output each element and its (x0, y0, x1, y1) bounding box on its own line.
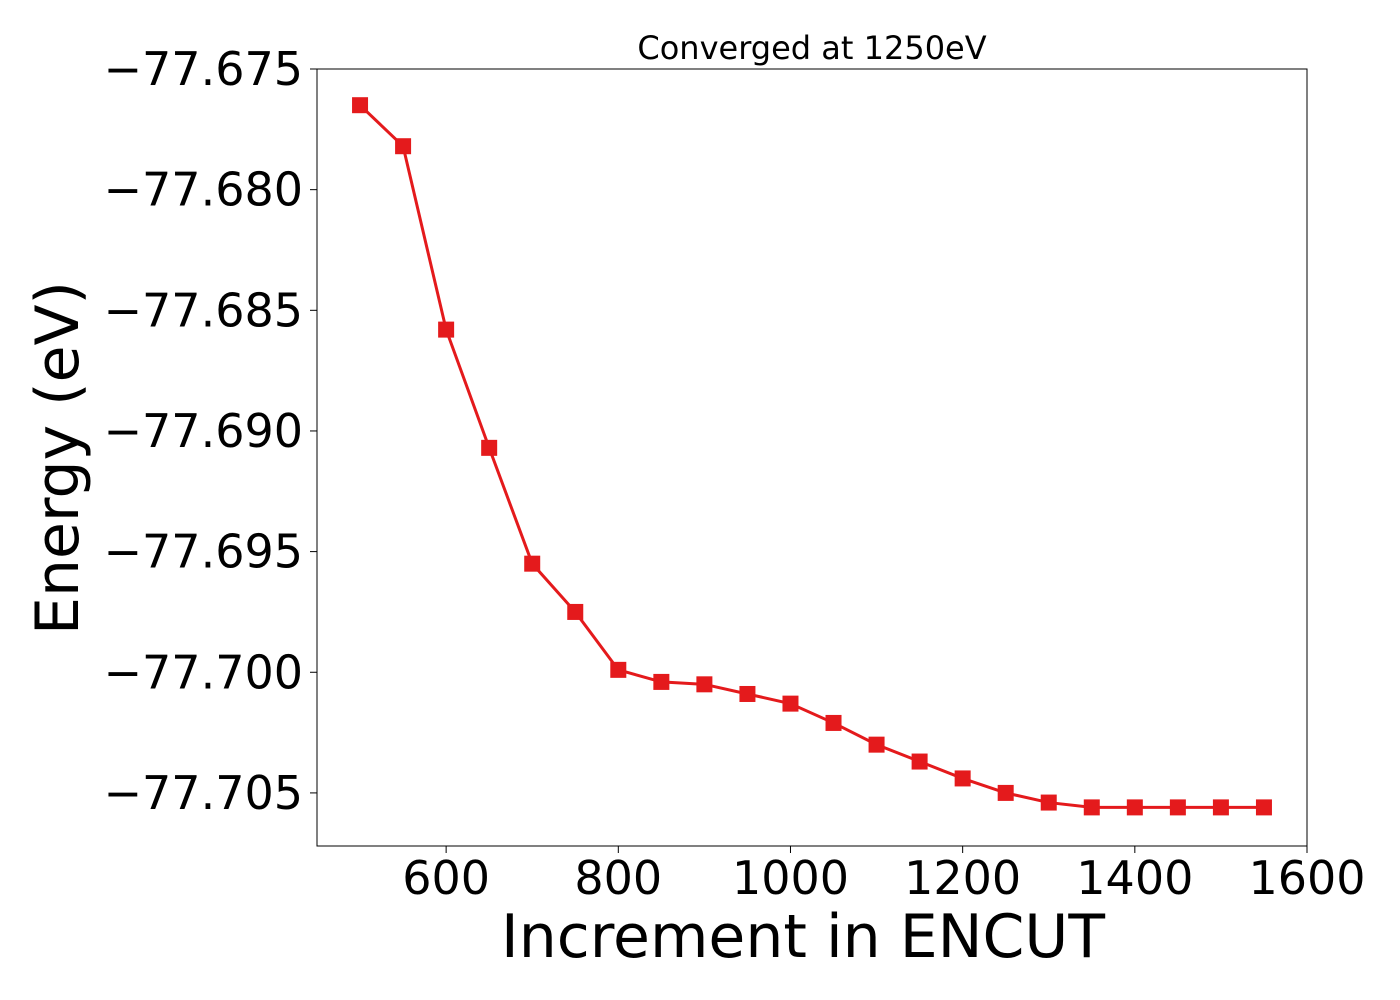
data-point (438, 321, 455, 338)
data-point (1255, 799, 1272, 816)
data-point (696, 676, 713, 693)
y-tick-label: −77.695 (104, 525, 304, 579)
data-point (954, 770, 971, 787)
y-tick-label: −77.680 (104, 163, 304, 217)
data-point (653, 673, 670, 690)
data-point (782, 695, 799, 712)
y-tick-label: −77.705 (104, 766, 304, 820)
y-tick-label: −77.675 (104, 42, 304, 96)
data-point (610, 661, 627, 678)
x-tick-label: 1000 (732, 851, 849, 905)
data-point (1040, 794, 1057, 811)
y-tick-label: −77.700 (104, 645, 304, 699)
y-tick-label: −77.690 (104, 404, 304, 458)
chart-title: Converged at 1250eV (637, 29, 986, 67)
x-tick-label: 600 (402, 851, 490, 905)
x-tick-label: 800 (574, 851, 662, 905)
data-point (868, 736, 885, 753)
data-point (1169, 799, 1186, 816)
data-point (1083, 799, 1100, 816)
data-point (567, 603, 584, 620)
data-point (825, 714, 842, 731)
series-line (359, 104, 1264, 809)
data-point (481, 439, 498, 456)
y-axis-title: Energy (eV) (23, 281, 93, 635)
data-point (352, 97, 369, 114)
x-tick-label: 1400 (1076, 851, 1193, 905)
data-point (739, 685, 756, 702)
data-point (911, 753, 928, 770)
data-point (1212, 799, 1229, 816)
data-point (395, 138, 412, 155)
data-point (997, 784, 1014, 801)
data-point (1126, 799, 1143, 816)
x-axis-title: Increment in ENCUT (501, 902, 1105, 972)
x-tick-label: 1200 (904, 851, 1021, 905)
x-tick-label: 1600 (1248, 851, 1365, 905)
y-tick-label: −77.685 (104, 283, 304, 337)
data-point (524, 555, 541, 572)
plot-frame (316, 68, 1308, 847)
